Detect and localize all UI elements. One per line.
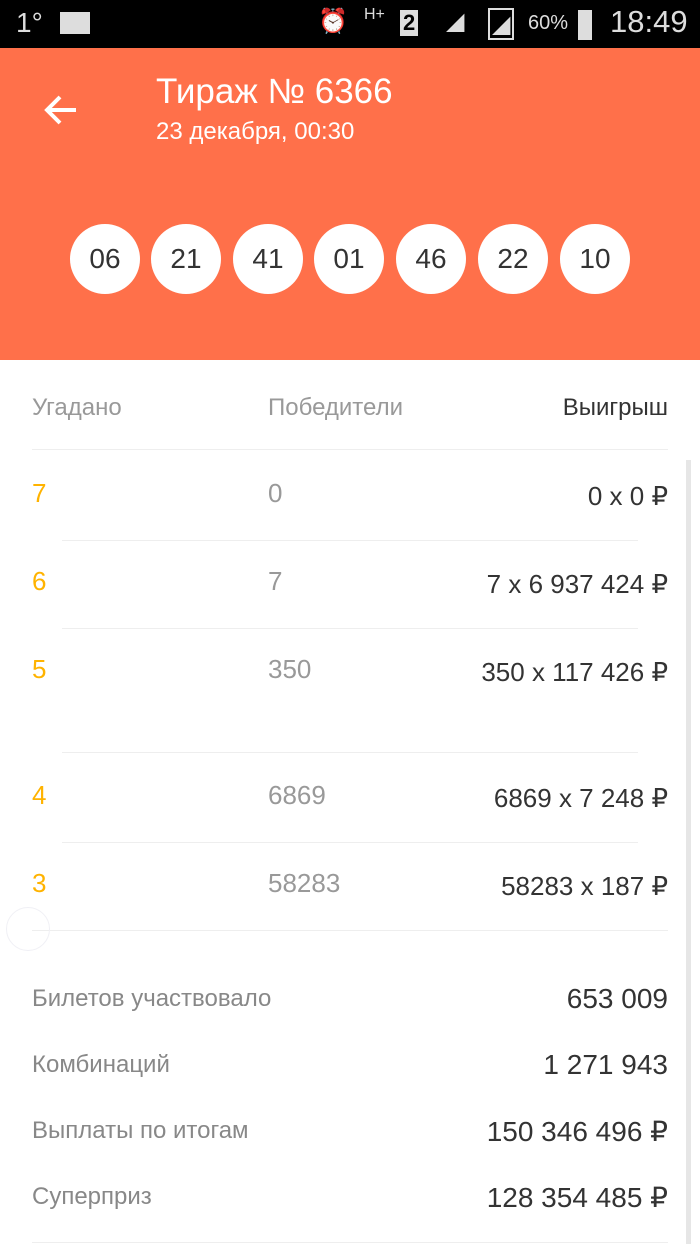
mail-icon — [60, 12, 90, 34]
winners: 0 — [268, 478, 283, 508]
divider — [32, 1242, 668, 1243]
divider — [62, 752, 638, 753]
ball: 01 — [314, 224, 384, 294]
back-button[interactable] — [40, 88, 84, 132]
ball: 41 — [233, 224, 303, 294]
summary-value: 150 346 496 ₽ — [486, 1116, 668, 1147]
floating-touch-button[interactable] — [6, 907, 50, 951]
draw-date: 23 декабря, 00:30 — [156, 118, 355, 145]
col-prize: Выигрыш — [562, 394, 668, 421]
guessed: 3 — [32, 868, 47, 898]
summary-label: Билетов участвовало — [32, 985, 272, 1012]
divider — [62, 540, 638, 541]
winners: 58283 — [268, 868, 341, 898]
alarm-icon: ⏰ — [318, 8, 348, 35]
divider — [32, 930, 668, 931]
winners: 7 — [268, 566, 283, 596]
signal-icon-2: ◢ — [488, 8, 515, 40]
prize: 7 x 6 937 424 ₽ — [486, 569, 668, 599]
prize: 58283 x 187 ₽ — [501, 871, 668, 901]
app-header: Тираж № 6366 23 декабря, 00:30 06 21 41 … — [0, 48, 700, 360]
status-bar: 1° ⏰ H+ 2 ◢ ◢ 60% 18:49 — [0, 0, 700, 48]
network-type: H+ — [364, 6, 385, 23]
prize: 6869 x 7 248 ₽ — [493, 783, 668, 813]
guessed: 7 — [32, 478, 47, 508]
divider — [32, 449, 668, 450]
summary-value: 128 354 485 ₽ — [486, 1182, 668, 1213]
signal-icon: ◢ — [446, 8, 465, 35]
ball: 21 — [151, 224, 221, 294]
guessed: 5 — [32, 654, 47, 684]
battery-percent: 60% — [528, 12, 569, 34]
clock: 18:49 — [610, 4, 688, 39]
divider — [62, 842, 638, 843]
summary-value: 1 271 943 — [543, 1049, 668, 1080]
col-guessed: Угадано — [32, 394, 122, 421]
ball: 06 — [70, 224, 140, 294]
guessed: 4 — [32, 780, 47, 810]
ball: 22 — [478, 224, 548, 294]
col-winners: Победители — [268, 394, 403, 421]
temperature: 1° — [16, 7, 43, 38]
ball: 46 — [396, 224, 466, 294]
battery-icon — [578, 10, 592, 40]
arrow-back-icon — [44, 95, 76, 125]
divider — [62, 628, 638, 629]
prize: 0 x 0 ₽ — [587, 481, 668, 511]
page-title: Тираж № 6366 — [156, 72, 393, 111]
summary-value: 653 009 — [566, 983, 668, 1014]
winners: 6869 — [268, 780, 326, 810]
summary-label: Суперприз — [32, 1183, 152, 1210]
ball: 10 — [560, 224, 630, 294]
summary-label: Комбинаций — [32, 1051, 170, 1078]
summary-label: Выплаты по итогам — [32, 1117, 249, 1144]
sim-icon: 2 — [400, 10, 419, 36]
winners: 350 — [268, 654, 312, 684]
guessed: 6 — [32, 566, 47, 596]
prize: 350 x 117 426 ₽ — [481, 657, 668, 687]
scrollbar[interactable] — [686, 460, 691, 1244]
